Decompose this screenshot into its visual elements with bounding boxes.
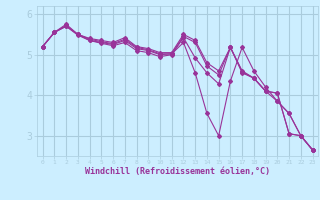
X-axis label: Windchill (Refroidissement éolien,°C): Windchill (Refroidissement éolien,°C) — [85, 167, 270, 176]
